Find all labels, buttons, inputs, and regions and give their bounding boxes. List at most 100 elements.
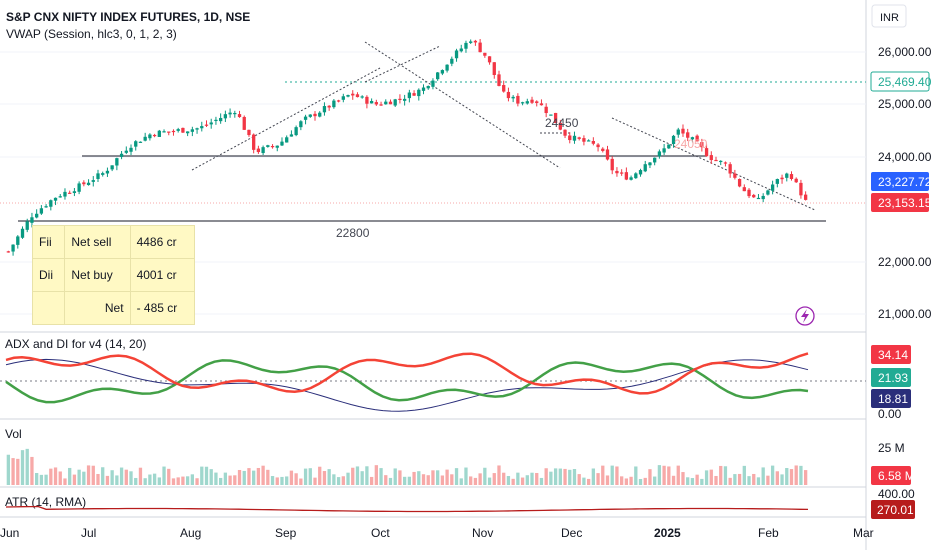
candle-body <box>450 58 454 64</box>
candle-body <box>341 96 345 100</box>
volume-bar <box>572 469 577 485</box>
candle-body <box>742 187 746 192</box>
candle-body <box>294 127 298 136</box>
volume-bar <box>723 466 728 485</box>
volume-bar <box>629 476 633 485</box>
volume-bar <box>478 473 482 485</box>
candle-body <box>152 134 157 137</box>
candle-body <box>53 197 58 201</box>
candle-body <box>766 190 770 195</box>
volume-bar <box>219 477 223 485</box>
time-label-oct: Oct <box>371 526 390 540</box>
volume-bar <box>346 472 350 485</box>
lightning-icon[interactable] <box>795 306 815 326</box>
candle-body <box>261 147 265 154</box>
table-row: Net - 485 cr <box>31 291 196 325</box>
candle-body <box>63 191 67 197</box>
volume-bar <box>794 465 798 485</box>
candle-body <box>478 42 482 53</box>
vol-title[interactable]: Vol <box>5 427 22 441</box>
volume-bar <box>6 454 11 485</box>
candle-body <box>516 95 520 104</box>
volume-bar <box>450 474 454 485</box>
candle-body <box>667 144 671 149</box>
candle-body <box>469 41 473 43</box>
volume-bar <box>520 477 525 485</box>
volume-bar <box>129 471 133 485</box>
volume-bar <box>204 466 209 485</box>
candle-body <box>601 148 605 151</box>
volume-bar <box>671 475 676 485</box>
vwap-indicator-label[interactable]: VWAP (Session, hlc3, 0, 1, 2, 3) <box>6 27 177 41</box>
candle-body <box>789 174 794 179</box>
candle-body <box>770 184 775 191</box>
vwap-badge <box>871 172 929 191</box>
candle-body <box>464 42 468 49</box>
volume-bar <box>417 471 421 485</box>
volume-bar <box>761 467 765 485</box>
candle-body <box>648 162 652 166</box>
candle-body <box>454 50 459 59</box>
volume-bar <box>789 469 794 485</box>
adx-title[interactable]: ADX and DI for v4 (14, 20) <box>5 337 146 351</box>
volume-bar <box>695 474 699 485</box>
annotation-22800: 22800 <box>336 226 370 240</box>
candle-body <box>440 70 445 74</box>
volume-bar <box>77 469 81 485</box>
volume-bar <box>657 465 662 485</box>
candle-body <box>190 129 194 132</box>
volume-bar <box>256 467 261 485</box>
candle-body <box>351 93 355 96</box>
price-axis[interactable]: 26,000.00 25,000.00 24,000.00 22,000.00 … <box>878 45 932 321</box>
time-label-dec: Dec <box>561 526 582 540</box>
candle-body <box>393 99 397 106</box>
candle-body <box>553 112 558 124</box>
volume-bar <box>686 477 690 485</box>
atr-title[interactable]: ATR (14, RMA) <box>5 495 86 509</box>
candle-body <box>398 98 402 100</box>
candle-body <box>138 141 143 143</box>
candle-body <box>605 149 610 160</box>
candle-body <box>39 208 44 214</box>
volume-bar <box>252 470 256 485</box>
candle-body <box>374 102 378 105</box>
volume-bar <box>568 469 572 485</box>
volume-bar <box>502 472 506 485</box>
price-tick: 21,000.00 <box>878 307 932 321</box>
currency-button[interactable] <box>871 4 907 28</box>
volume-bar <box>667 466 671 485</box>
candle-body <box>157 130 161 137</box>
volume-bar <box>365 466 369 485</box>
candle-body <box>308 114 312 117</box>
volume-bar <box>185 476 190 485</box>
annotation-24450: 24450 <box>545 116 579 130</box>
volume-bar <box>454 468 459 485</box>
candle-body <box>662 148 666 153</box>
time-label-jun: Jun <box>0 526 19 540</box>
volume-bar <box>681 472 685 485</box>
volume-bar <box>101 467 105 485</box>
time-label-mar: Mar <box>853 526 874 540</box>
trendlines[interactable] <box>191 41 816 211</box>
volume-bar <box>63 478 67 485</box>
candle-body <box>313 113 317 117</box>
volume-bar <box>39 474 44 485</box>
volume-bar <box>770 465 775 485</box>
symbol-title[interactable]: S&P CNX NIFTY INDEX FUTURES, 1D, NSE <box>6 10 250 24</box>
volume-bar <box>525 475 529 485</box>
volume-bar <box>270 476 275 485</box>
time-axis[interactable]: Jun Jul Aug Sep Oct Nov Dec 2025 Feb Mar <box>0 526 874 540</box>
minus-di-line <box>5 359 809 404</box>
candle-body <box>360 96 364 98</box>
volume-bar <box>747 476 751 485</box>
candle-body <box>681 128 685 134</box>
candle-body <box>369 100 374 104</box>
volume-bar <box>539 477 544 485</box>
volume-bar <box>190 474 194 485</box>
volume-bar <box>742 465 746 485</box>
candle-body <box>148 134 152 139</box>
candle-body <box>332 100 336 108</box>
candle-body <box>119 153 124 157</box>
time-label-aug: Aug <box>180 526 201 540</box>
